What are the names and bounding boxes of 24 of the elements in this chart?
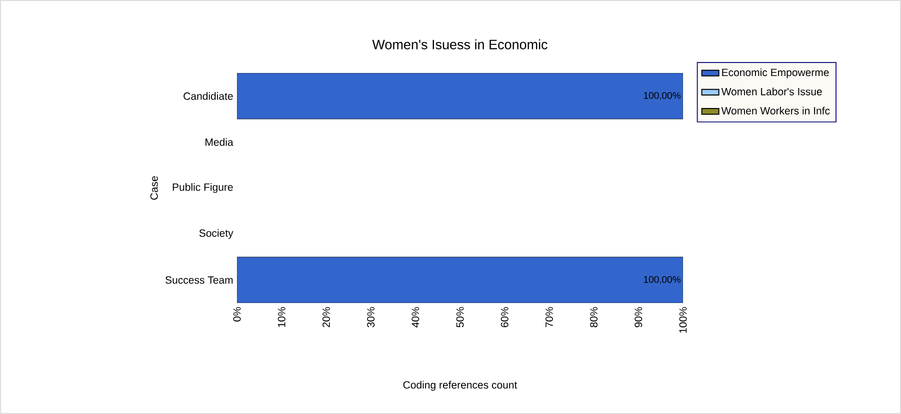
y-tick-label: Public Figure (172, 183, 233, 193)
x-tick-label: 40% (412, 307, 420, 328)
x-tick-label: 10% (278, 307, 286, 327)
data-label: 100,00% (644, 92, 680, 100)
data-label: 100,00% (644, 276, 680, 284)
y-axis-title: Case (150, 176, 158, 200)
legend-label: Women Labor's Issue (721, 88, 822, 96)
x-tick-label: 50% (456, 307, 464, 328)
x-tick-label: 70% (545, 307, 553, 328)
x-tick-label: 30% (367, 307, 375, 328)
x-axis-title: Coding references count (403, 380, 518, 391)
legend-label: Women Workers in Infc (721, 106, 830, 114)
x-tick-label: 60% (500, 307, 508, 328)
y-tick-label: Success Team (166, 276, 233, 284)
y-tick-label: Media (206, 138, 234, 146)
x-tick-label: 80% (590, 307, 598, 328)
legend-label: Economic Empowerme (722, 68, 829, 78)
x-tick-label: 90% (634, 307, 642, 328)
x-tick-label: 20% (322, 307, 330, 328)
y-tick-label: Candidiate (184, 92, 233, 100)
chart-title: Women's Isuess in Economic (372, 39, 548, 50)
y-tick-label: Society (199, 229, 234, 239)
x-tick-label: 0% (233, 307, 241, 322)
x-tick-label: 100% (679, 307, 687, 333)
